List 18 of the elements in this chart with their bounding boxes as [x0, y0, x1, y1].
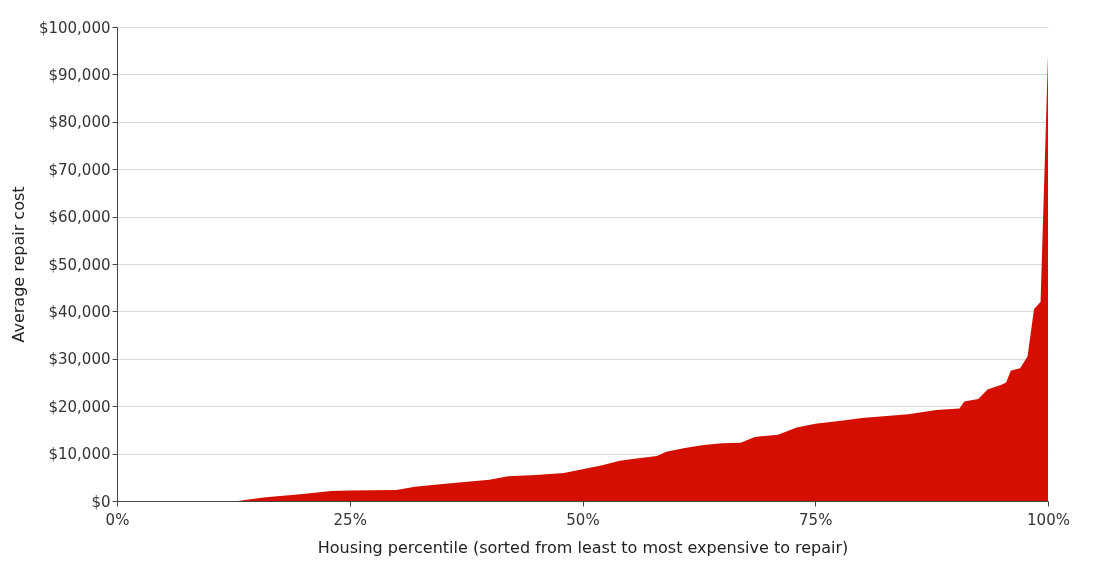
y-tick-label: $80,000 [48, 113, 111, 132]
x-tick-label: 25% [333, 510, 367, 529]
y-tick-label: $100,000 [38, 18, 111, 37]
x-tick-label: 0% [105, 510, 130, 529]
y-tick-label: $40,000 [48, 302, 111, 321]
x-tick-label: 75% [799, 510, 833, 529]
y-tick-label: $50,000 [48, 255, 111, 274]
y-tick-label: $90,000 [48, 65, 111, 84]
x-axis-title: Housing percentile (sorted from least to most expensive to repair) [317, 537, 849, 557]
y-tick-label: $60,000 [48, 208, 111, 227]
y-tick-label: $0 [91, 492, 111, 511]
x-tick-label: 50% [566, 510, 600, 529]
x-tick-label: 100% [1027, 510, 1070, 529]
y-axis-title: Average repair cost [8, 186, 28, 343]
y-tick-label: $70,000 [48, 160, 111, 179]
y-tick-label: $30,000 [48, 350, 111, 369]
y-tick-label: $20,000 [48, 397, 111, 416]
y-tick-label: $10,000 [48, 445, 111, 464]
